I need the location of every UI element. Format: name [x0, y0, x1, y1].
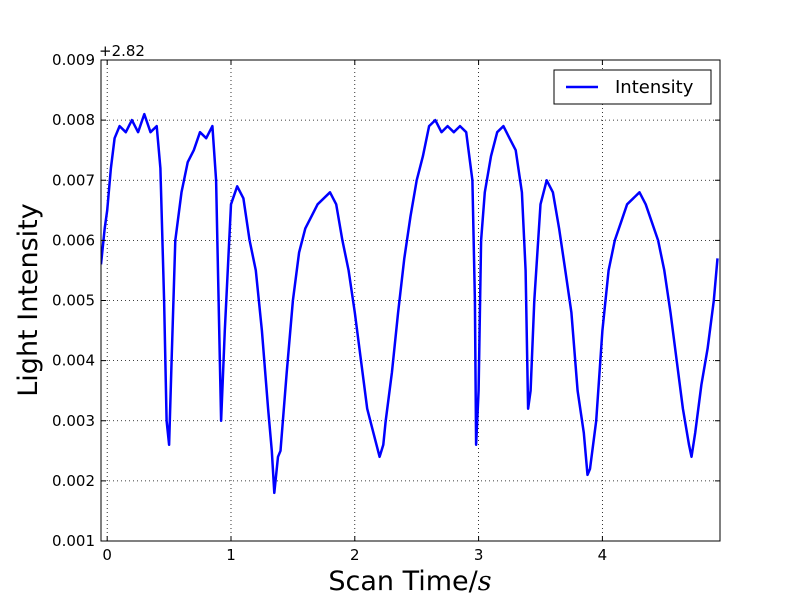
legend-label-intensity: Intensity: [615, 77, 694, 98]
y-tick-label: 0.008: [52, 111, 95, 129]
y-offset-text: +2.82: [99, 42, 145, 60]
y-tick-label: 0.002: [52, 472, 95, 490]
x-tick-label: 3: [474, 546, 484, 564]
series-line-intensity: [101, 112, 719, 495]
y-tick-label: 0.001: [52, 532, 95, 550]
x-tick-label: 2: [350, 546, 360, 564]
x-tick-label: 1: [226, 546, 236, 564]
axis-ticks: 0 1 2 3 4 0.001 0.002 0.003 0.004 0.005 0.006 0.007…: [52, 51, 720, 564]
y-tick-label: 0.004: [52, 352, 95, 370]
x-tick-label: 0: [102, 546, 112, 564]
grid: [101, 60, 720, 541]
y-tick-label: 0.005: [52, 292, 95, 310]
series-layer: [101, 112, 719, 495]
x-tick-label: 4: [598, 546, 608, 564]
x-axis-title-text: Scan Time/: [328, 566, 478, 597]
y-tick-label: 0.009: [52, 51, 95, 69]
y-axis-title: Light Intensity: [13, 203, 44, 397]
x-axis-title-unit: s: [478, 566, 492, 597]
x-axis-title: Scan Time/s: [328, 566, 491, 597]
legend: Intensity: [553, 69, 712, 105]
y-tick-label: 0.006: [52, 231, 95, 249]
y-tick-label: 0.007: [52, 171, 95, 189]
y-tick-label: 0.003: [52, 412, 95, 430]
